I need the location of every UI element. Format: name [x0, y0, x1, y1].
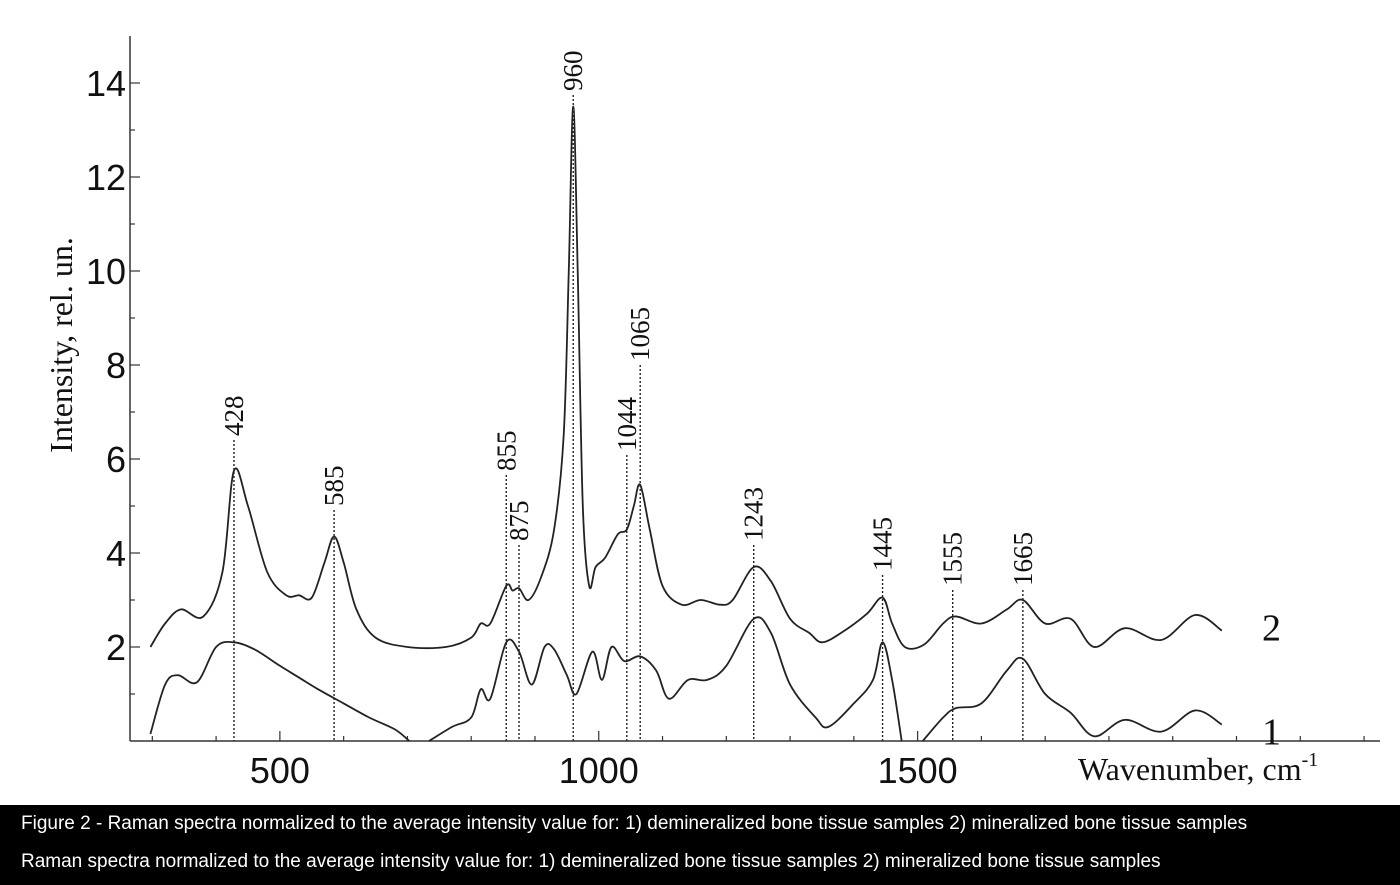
y-tick-label: 14 [86, 63, 126, 104]
peak-label: 855 [491, 431, 521, 472]
peak-label: 1044 [612, 397, 642, 452]
peak-label: 1065 [625, 307, 655, 361]
y-tick-label: 8 [106, 345, 126, 386]
series-label-1: 1 [1262, 712, 1281, 754]
series-2-line [149, 105, 1223, 650]
y-tick-label: 6 [106, 439, 126, 480]
y-tick-label: 2 [106, 627, 126, 668]
y-tick-label: 4 [106, 533, 126, 574]
peak-label: 428 [219, 396, 249, 437]
peak-label: 1243 [739, 487, 769, 541]
peak-label: 1665 [1008, 532, 1038, 586]
raman-spectra-chart: 500 1000 1500 2 4 6 8 10 12 14 2 1 428 585 855 875 960… [43, 36, 1380, 791]
x-axis-label: Wavenumber, cm-1 [1078, 749, 1318, 787]
caption-line-2: Raman spectra normalized to the average … [21, 851, 1161, 872]
series-1-line [922, 656, 1223, 742]
x-tick-label: 1000 [559, 750, 639, 791]
y-tick-label: 12 [86, 157, 126, 198]
figure-caption: Figure 2 - Raman spectra normalized to t… [0, 805, 1400, 885]
caption-line-1: Figure 2 - Raman spectra normalized to t… [21, 813, 1248, 834]
x-tick-label: 500 [250, 750, 310, 791]
series-1-line [149, 640, 410, 742]
x-tick-label: 1500 [878, 750, 958, 791]
y-axis-label: Intensity, rel. un. [43, 237, 79, 453]
peak-label: 875 [504, 501, 534, 542]
series-1-line [428, 616, 903, 742]
peak-label: 1555 [938, 532, 968, 586]
peak-label: 585 [319, 466, 349, 507]
y-tick-label: 10 [86, 251, 126, 292]
series-label-2: 2 [1262, 608, 1281, 650]
peak-label: 960 [558, 51, 588, 92]
peak-label: 1445 [868, 517, 898, 571]
